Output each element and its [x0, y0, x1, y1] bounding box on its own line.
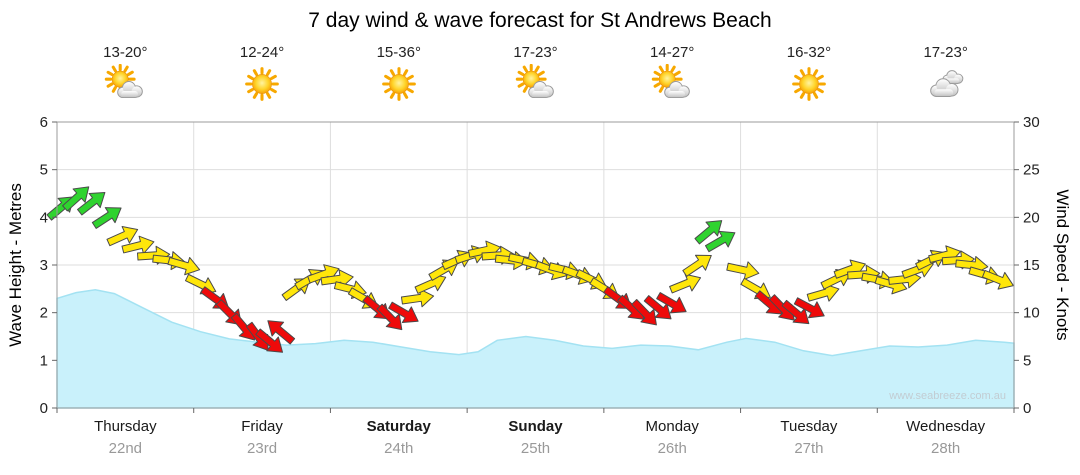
day-summary: 14-27° — [612, 44, 732, 106]
wind-arrow — [656, 292, 687, 314]
wind-arrow — [981, 269, 1014, 290]
day-label: Tuesday 27th — [749, 418, 869, 457]
day-date: 26th — [657, 440, 687, 457]
wind-arrow — [320, 269, 354, 289]
wind-arrow — [793, 297, 825, 319]
day-summary: 17-23° — [886, 44, 1006, 106]
wind-arrow — [400, 288, 435, 308]
wind-arrows — [46, 186, 1014, 353]
day-summary: 17-23° — [476, 44, 596, 106]
wind-arrow — [643, 295, 672, 320]
wind-arrow — [726, 261, 760, 280]
chart-title: 7 day wind & wave forecast for St Andrew… — [308, 9, 772, 32]
wind-arrow — [267, 320, 296, 345]
right-axis-tick-label: 20 — [1023, 209, 1040, 226]
wind-arrow — [77, 192, 106, 216]
wind-arrow — [106, 226, 139, 247]
wind-arrow — [62, 186, 90, 212]
left-axis-tick-label: 0 — [40, 400, 48, 417]
watermark: www.seabreeze.com.au — [889, 390, 1006, 402]
day-label: Monday 26th — [612, 418, 732, 457]
sun-icon — [339, 64, 459, 106]
wind-arrow — [167, 256, 201, 276]
wave-height-area — [56, 289, 1015, 409]
wind-arrow — [91, 207, 122, 229]
day-date: 22nd — [108, 440, 143, 457]
day-label: Wednesday 28th — [886, 418, 1006, 457]
sun-icon — [202, 64, 322, 106]
left-axis-title: Wave Height - Metres — [6, 183, 25, 347]
sun-icon — [749, 64, 869, 106]
temp-range: 14-27° — [650, 44, 695, 61]
temp-range: 16-32° — [786, 44, 832, 61]
day-date: 27th — [794, 440, 824, 457]
day-name: Monday — [645, 418, 699, 435]
left-axis-tick-label: 1 — [40, 352, 48, 369]
day-axis-labels: Thursday 22nd Friday 23rd Saturday 24th … — [0, 418, 1080, 472]
right-axis-tick-label: 10 — [1023, 305, 1040, 322]
left-axis-tick-label: 3 — [40, 257, 48, 274]
right-axis-tick-label: 25 — [1023, 162, 1040, 179]
day-label: Sunday 25th — [476, 418, 596, 457]
temp-range: 13-20° — [103, 44, 148, 61]
day-name: Thursday — [94, 418, 157, 435]
day-date: 24th — [384, 440, 414, 457]
left-axis-tick-label: 5 — [40, 162, 48, 179]
wind-arrow — [694, 220, 723, 245]
day-label: Thursday 22nd — [65, 418, 185, 457]
temp-range: 17-23° — [923, 44, 968, 61]
sun-cloud-icon — [65, 63, 185, 106]
wind-arrow — [121, 235, 155, 255]
right-axis-title: Wind Speed - Knots — [1053, 189, 1072, 341]
wind-arrow — [631, 298, 657, 326]
day-summary: 13-20° — [65, 44, 185, 106]
wind-arrow — [682, 254, 712, 277]
left-axis-tick-label: 6 — [40, 114, 48, 131]
day-name: Saturday — [366, 418, 431, 435]
day-date: 28th — [931, 440, 961, 457]
wind-arrow — [669, 273, 702, 294]
temp-range: 17-23° — [513, 44, 558, 61]
right-axis-tick-label: 0 — [1023, 400, 1031, 417]
right-axis-tick-label: 15 — [1023, 257, 1040, 274]
day-name: Friday — [241, 418, 283, 435]
right-axis-tick-label: 30 — [1023, 114, 1040, 131]
day-label: Saturday 24th — [339, 418, 459, 457]
wave-area-path — [56, 289, 1015, 409]
temp-range: 15-36° — [376, 44, 421, 61]
left-axis-tick-label: 2 — [40, 305, 48, 322]
wind-arrow — [704, 230, 736, 253]
day-name: Tuesday — [780, 418, 838, 435]
day-name: Wednesday — [906, 418, 986, 435]
sun-cloud-icon — [612, 63, 732, 106]
day-name: Sunday — [508, 418, 563, 435]
day-summary: 12-24° — [202, 44, 322, 106]
wind-arrow — [376, 303, 403, 331]
daily-summary-row: 13-20° 12-24° 15-36° 17-23° 14-27° 16-32… — [0, 44, 1080, 118]
day-summary: 16-32° — [749, 44, 869, 106]
wind-arrow — [255, 328, 284, 353]
day-label: Friday 23rd — [202, 418, 322, 457]
right-axis-tick-label: 5 — [1023, 352, 1031, 369]
day-date: 25th — [520, 440, 551, 457]
cloud-icon — [886, 64, 1006, 106]
axes: 0 1 2 3 4 5 6 0 5 10 15 20 25 30 — [40, 114, 1040, 417]
temp-range: 12-24° — [239, 44, 285, 61]
left-axis-tick-label: 4 — [40, 209, 48, 226]
wind-arrow — [781, 299, 810, 325]
wind-arrow — [388, 301, 419, 323]
day-summary: 15-36° — [339, 44, 459, 106]
day-date: 23rd — [247, 440, 278, 457]
sun-cloud-icon — [476, 63, 596, 106]
